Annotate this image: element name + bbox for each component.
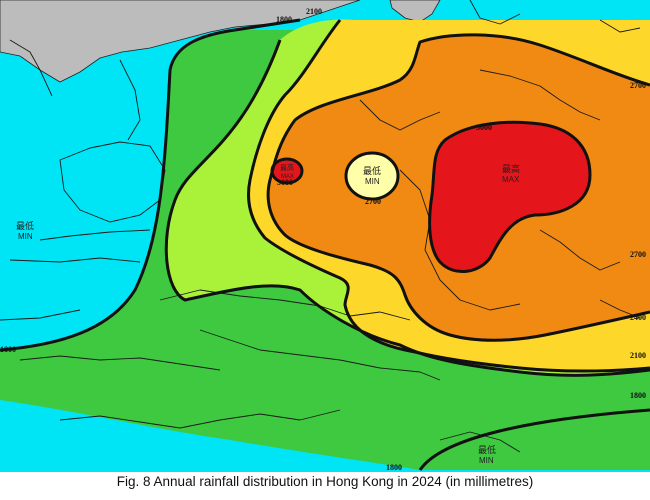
- contour-2700: [266, 33, 650, 342]
- contour-label-top-1800: 1800: [276, 15, 292, 24]
- contour-label-local-max: 3000: [277, 178, 293, 187]
- rainfall-map: 1800 2100 2700 2700 2400 2100 1800 1800 …: [0, 0, 650, 472]
- contour-1800: [0, 18, 301, 352]
- figure-caption: Fig. 8 Annual rainfall distribution in H…: [116, 474, 534, 489]
- contour-label-right-1800: 1800: [630, 391, 646, 400]
- contour-label-local-min: 2700: [365, 197, 381, 206]
- max-main-zh: 最高: [502, 163, 520, 175]
- contour-3000-main: [428, 120, 592, 274]
- contour-label-group: 1800 2100 2700 2700 2400 2100 1800 1800 …: [0, 7, 646, 472]
- max-main-en: MAX: [502, 175, 520, 184]
- contour-1800-south: [418, 408, 650, 471]
- contour-lines: [0, 18, 650, 471]
- extremum-markers: 最高 MAX 最低 MIN 最高 MAX 最低 MIN 最低 MIN: [16, 163, 520, 465]
- min-west-zh: 最低: [16, 220, 34, 232]
- mainland-outside-hk: [0, 0, 361, 83]
- max-small-zh: 最高: [280, 163, 294, 172]
- contour-label-right-2100: 2100: [630, 351, 646, 360]
- contour-label-bottom-1800: 1800: [386, 463, 402, 472]
- min-center-en: MIN: [365, 177, 380, 186]
- contour-label-right-2700-mid: 2700: [630, 250, 646, 259]
- contour-label-top-2100: 2100: [306, 7, 322, 16]
- contour-3000-local: [270, 157, 304, 185]
- min-southeast-en: MIN: [479, 456, 494, 465]
- contour-2700-local-min: [344, 151, 400, 201]
- contour-2400: [247, 19, 650, 373]
- contour-label-left-1800: 1800: [0, 345, 16, 354]
- max-small-en: MAX: [281, 174, 294, 180]
- min-southeast-zh: 最低: [478, 444, 496, 456]
- contour-label-right-2400: 2400: [630, 313, 646, 322]
- contour-2100: [164, 39, 650, 377]
- local-min-circle: [346, 153, 398, 199]
- band-gt-3000-main: [429, 122, 590, 272]
- min-center-zh: 最低: [363, 165, 381, 177]
- contour-label-right-2700-top: 2700: [630, 81, 646, 90]
- band-gt-3000-local: [272, 159, 302, 183]
- min-west-en: MIN: [18, 232, 33, 241]
- contour-label-ne-3000: 3000: [476, 123, 492, 132]
